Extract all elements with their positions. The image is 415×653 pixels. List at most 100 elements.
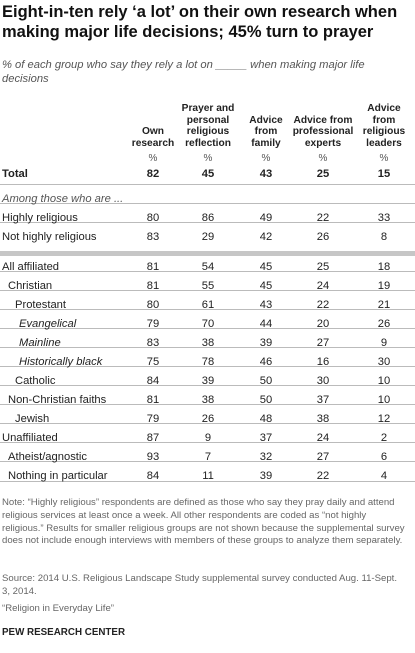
data-cell: 50: [259, 394, 273, 406]
data-cell: 25: [316, 168, 330, 180]
column-header-line: from: [372, 114, 396, 126]
row-label: Highly religious: [2, 212, 78, 224]
column-header-line: religious: [186, 126, 230, 137]
data-cell: 78: [201, 356, 215, 368]
column-header-line: family: [251, 137, 281, 149]
unit-label: %: [379, 153, 389, 164]
row-label: Jewish: [15, 413, 50, 425]
row-divider: [0, 290, 415, 291]
data-cell: 70: [201, 318, 215, 330]
table-row: Total 82 45 43 25 15: [0, 165, 415, 184]
data-cell: 81: [146, 394, 160, 406]
row-divider: [0, 184, 415, 185]
data-cell: 80: [146, 299, 160, 311]
data-cell: 9: [380, 337, 388, 349]
data-cell: 81: [146, 280, 160, 292]
report-title: “Religion in Everyday Life”: [2, 603, 114, 614]
table-row: Highly religious 80 86 49 22 33: [0, 209, 415, 228]
row-label: Not highly religious: [2, 231, 97, 243]
table-row: All affiliated 81 54 45 25 18: [0, 258, 415, 277]
row-divider: [0, 328, 415, 329]
table-row: Not highly religious 83 29 42 26 8: [0, 228, 415, 247]
column-header-line: experts: [304, 137, 342, 149]
data-cell: 43: [259, 168, 273, 180]
data-cell: 39: [259, 337, 273, 349]
data-cell: 45: [259, 280, 273, 292]
data-cell: 45: [259, 261, 273, 273]
data-cell: 24: [316, 432, 330, 444]
data-cell: 84: [146, 470, 160, 482]
column-header-line: Own: [141, 126, 165, 137]
chart-title: Eight-in-ten rely ‘a lot’ on their own r…: [2, 3, 398, 41]
data-cell: 39: [201, 375, 215, 387]
data-cell: 4: [380, 470, 388, 482]
section-divider: [0, 251, 415, 256]
table-row: Unaffiliated 87 9 37 24 2: [0, 429, 415, 448]
column-header: Advice from religious leaders: [355, 103, 413, 149]
row-divider: [0, 442, 415, 443]
data-cell: 21: [377, 299, 391, 311]
row-label: Total: [2, 168, 28, 180]
data-cell: 16: [316, 356, 330, 368]
data-cell: 50: [259, 375, 273, 387]
unit-label: %: [318, 153, 328, 164]
data-cell: 22: [316, 212, 330, 224]
data-cell: 83: [146, 337, 160, 349]
table-row: Among those who are ...: [0, 190, 415, 209]
data-cell: 30: [377, 356, 391, 368]
data-cell: 54: [201, 261, 215, 273]
data-cell: 55: [201, 280, 215, 292]
data-cell: 93: [146, 451, 160, 463]
row-label: Mainline: [19, 337, 61, 349]
table-row: Jewish 79 26 48 38 12: [0, 410, 415, 429]
row-label: Unaffiliated: [2, 432, 58, 444]
row-divider: [0, 461, 415, 462]
table-row: Catholic 84 39 50 30 10: [0, 372, 415, 391]
data-cell: 83: [146, 231, 160, 243]
row-label: Among those who are ...: [2, 193, 124, 205]
data-cell: 11: [202, 470, 214, 482]
table-row: Mainline 83 38 39 27 9: [0, 334, 415, 353]
row-divider: [0, 222, 415, 223]
row-divider: [0, 481, 415, 482]
column-header-line: research: [131, 137, 175, 149]
note-text: Note: “Highly religious” respondents are…: [2, 497, 405, 547]
data-cell: 26: [316, 231, 330, 243]
row-label: Non-Christian faiths: [8, 394, 107, 406]
row-divider: [0, 203, 415, 204]
data-cell: 80: [146, 212, 160, 224]
row-label: Evangelical: [19, 318, 77, 330]
row-label: Christian: [8, 280, 53, 292]
column-header-line: from: [254, 126, 278, 137]
data-cell: 29: [201, 231, 215, 243]
row-divider: [0, 309, 415, 310]
row-divider: [0, 347, 415, 348]
column-header-line: Advice from: [293, 114, 353, 126]
data-cell: 18: [377, 261, 391, 273]
data-cell: 19: [377, 280, 391, 292]
unit-label: %: [261, 153, 271, 164]
data-cell: 46: [259, 356, 273, 368]
data-cell: 9: [204, 432, 212, 444]
data-cell: 39: [259, 470, 273, 482]
data-cell: 38: [201, 337, 215, 349]
pew-logo: PEW RESEARCH CENTER: [2, 627, 126, 638]
row-divider: [0, 271, 415, 272]
data-cell: 42: [259, 231, 273, 243]
data-cell: 10: [377, 394, 391, 406]
data-cell: 26: [377, 318, 391, 330]
data-cell: 20: [316, 318, 330, 330]
column-header: Advice from family: [241, 115, 291, 150]
data-cell: 26: [201, 413, 215, 425]
column-header-line: reflection: [185, 137, 231, 149]
table-row: Christian 81 55 45 24 19: [0, 277, 415, 296]
data-cell: 79: [146, 318, 160, 330]
column-header: Prayer and personal religious reflection: [177, 103, 239, 149]
row-label: Catholic: [15, 375, 56, 387]
row-label: Atheist/agnostic: [8, 451, 87, 463]
data-cell: 38: [316, 413, 330, 425]
row-divider: [0, 366, 415, 367]
row-divider: [0, 385, 415, 386]
data-cell: 81: [146, 261, 160, 273]
data-cell: 44: [259, 318, 273, 330]
